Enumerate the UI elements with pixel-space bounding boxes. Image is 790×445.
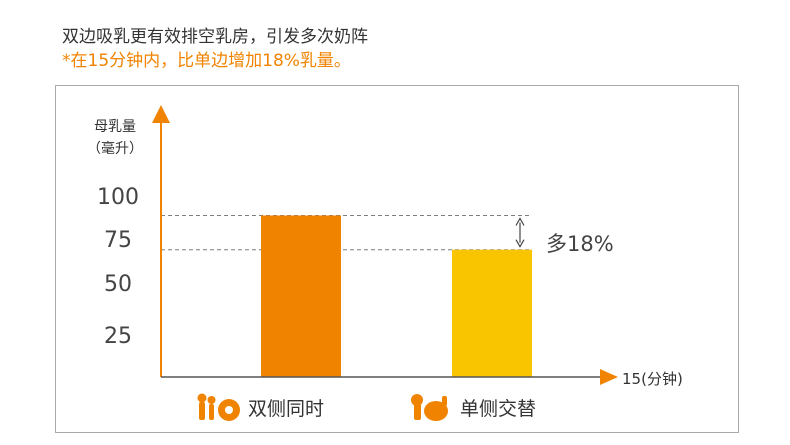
category-label: 单侧交替 (460, 397, 537, 420)
category-single: 单侧交替 (408, 392, 536, 422)
headline: 双边吸乳更有效排空乳房，引发多次奶阵 (62, 27, 368, 47)
single-pump-icon (411, 394, 448, 421)
category-label: 双侧同时 (248, 397, 325, 420)
y-axis-label: 母乳量 （毫升） (70, 116, 160, 160)
x-axis-arrow (600, 369, 618, 385)
bar-single (452, 249, 532, 377)
y-axis-label-line1: 母乳量 (94, 119, 136, 135)
difference-annotation: 多18% (546, 232, 614, 256)
double-pump-icon (197, 393, 240, 421)
y-axis-arrow (152, 105, 170, 123)
y-axis-label-line2: （毫升） (87, 141, 143, 157)
x-axis-end-label: 15(分钟) (622, 370, 683, 388)
y-tick-label: 25 (104, 324, 132, 349)
chart-frame (55, 85, 739, 433)
difference-arrow-head-top (515, 217, 525, 226)
bar-double (261, 215, 341, 377)
y-tick-label: 100 (97, 185, 139, 210)
y-tick-label: 50 (104, 272, 132, 297)
y-tick-label: 75 (104, 228, 132, 253)
subline: *在15分钟内，比单边增加18%乳量。 (62, 51, 351, 71)
category-double: 双侧同时 (196, 392, 324, 422)
difference-arrow-head-bottom (515, 239, 525, 248)
